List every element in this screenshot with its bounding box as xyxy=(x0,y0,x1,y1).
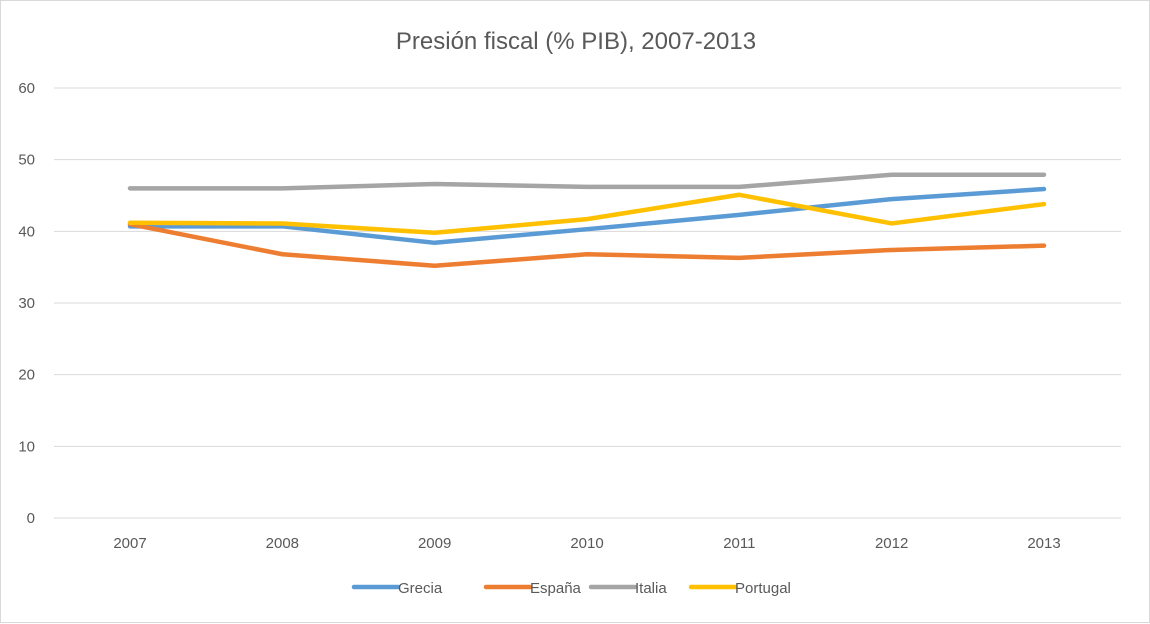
series-line-grecia xyxy=(127,186,1047,246)
legend-label: Grecia xyxy=(398,580,443,597)
legend-label: España xyxy=(530,580,582,597)
y-tick-label: 30 xyxy=(18,295,35,312)
legend: Grecia España Italia Portugal xyxy=(351,580,791,597)
y-tick-label: 40 xyxy=(18,223,35,240)
gridlines xyxy=(54,87,1121,519)
y-tick-label: 10 xyxy=(18,438,35,455)
series-line-españa xyxy=(127,221,1047,268)
x-tick-label: 2010 xyxy=(570,535,603,552)
y-tick-label: 50 xyxy=(18,152,35,169)
legend-item: Grecia xyxy=(351,580,443,597)
x-axis-ticks: 2007 2008 2009 2010 2011 2012 2013 xyxy=(113,535,1060,552)
x-tick-label: 2013 xyxy=(1027,535,1060,552)
y-tick-label: 0 xyxy=(27,510,35,527)
x-tick-label: 2008 xyxy=(266,535,299,552)
x-tick-label: 2011 xyxy=(723,535,755,552)
x-tick-label: 2007 xyxy=(113,535,146,552)
chart-title: Presión fiscal (% PIB), 2007-2013 xyxy=(396,28,756,55)
y-axis-ticks: 0 10 20 30 40 50 60 xyxy=(18,80,35,527)
legend-item: España xyxy=(483,580,582,597)
series-line-portugal xyxy=(127,192,1047,236)
legend-label: Portugal xyxy=(735,580,791,597)
x-tick-label: 2012 xyxy=(875,535,908,552)
legend-label: Italia xyxy=(635,580,667,597)
legend-item: Italia xyxy=(588,580,667,597)
legend-item: Portugal xyxy=(688,580,791,597)
y-tick-label: 20 xyxy=(18,367,35,384)
series-lines xyxy=(127,172,1047,268)
series-line-italia xyxy=(127,172,1047,191)
y-tick-label: 60 xyxy=(18,80,35,97)
x-tick-label: 2009 xyxy=(418,535,451,552)
